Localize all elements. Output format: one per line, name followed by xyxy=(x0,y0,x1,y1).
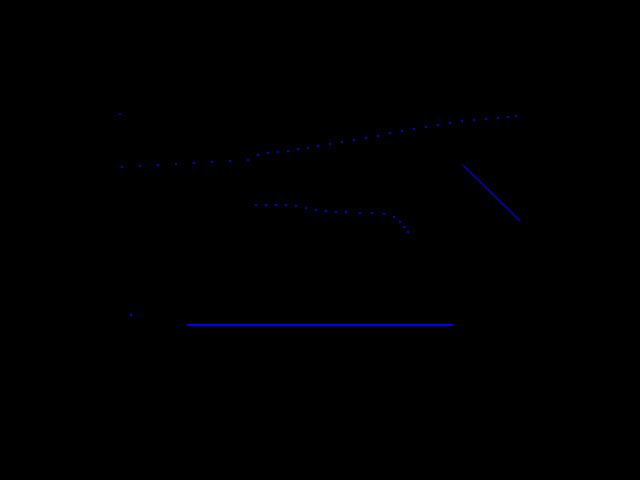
trail-dot xyxy=(328,142,332,146)
trail-dot xyxy=(156,163,160,167)
trail-dot xyxy=(138,164,142,168)
trail-dot xyxy=(398,220,402,224)
trail-dot xyxy=(324,209,328,213)
trail-dot xyxy=(306,146,310,150)
trail-dot xyxy=(382,212,386,216)
trail-dot xyxy=(246,158,250,162)
trail-dot xyxy=(506,115,510,119)
trail-dot xyxy=(358,211,362,215)
trail-dot xyxy=(460,119,464,123)
trail-dot xyxy=(210,160,214,164)
trail-dot xyxy=(314,208,318,212)
trail-dot xyxy=(120,165,124,169)
trail-dot xyxy=(316,144,320,148)
trail-dot xyxy=(424,125,428,129)
trail-dot xyxy=(296,147,300,151)
trail-dot xyxy=(406,230,410,234)
trail-dot xyxy=(276,150,280,154)
trail-dot xyxy=(392,215,396,219)
trail-dot xyxy=(304,206,308,210)
trail-dot xyxy=(228,159,232,163)
trail-dot xyxy=(376,134,380,138)
trail-dot xyxy=(266,151,270,155)
trail-dot xyxy=(284,203,288,207)
diagonal-segment xyxy=(462,164,521,222)
trail-dot xyxy=(334,210,338,214)
trail-dot xyxy=(388,131,392,135)
trail-dot xyxy=(192,161,196,165)
trail-dot xyxy=(294,204,298,208)
trail-dot xyxy=(340,140,344,144)
trail-dot xyxy=(344,210,348,214)
trail-dot xyxy=(286,149,290,153)
middle-dotted-trail xyxy=(254,203,410,234)
trail-dot xyxy=(364,136,368,140)
upper-dotted-trail xyxy=(120,114,518,169)
trail-dot xyxy=(496,116,500,120)
trail-dot xyxy=(352,138,356,142)
isolated-dot xyxy=(119,113,121,115)
trail-dot xyxy=(256,153,260,157)
trail-dot xyxy=(448,121,452,125)
isolated-dot xyxy=(129,313,133,317)
trail-dot xyxy=(436,123,440,127)
trail-dot xyxy=(264,203,268,207)
trail-dot xyxy=(514,114,518,118)
trail-dot xyxy=(254,203,258,207)
trail-dot xyxy=(412,127,416,131)
trail-dot xyxy=(370,211,374,215)
trail-dot xyxy=(472,118,476,122)
trail-dot xyxy=(400,129,404,133)
trail-dot xyxy=(402,225,406,229)
trail-dot xyxy=(174,162,178,166)
trail-dot xyxy=(274,203,278,207)
trail-dot xyxy=(484,117,488,121)
